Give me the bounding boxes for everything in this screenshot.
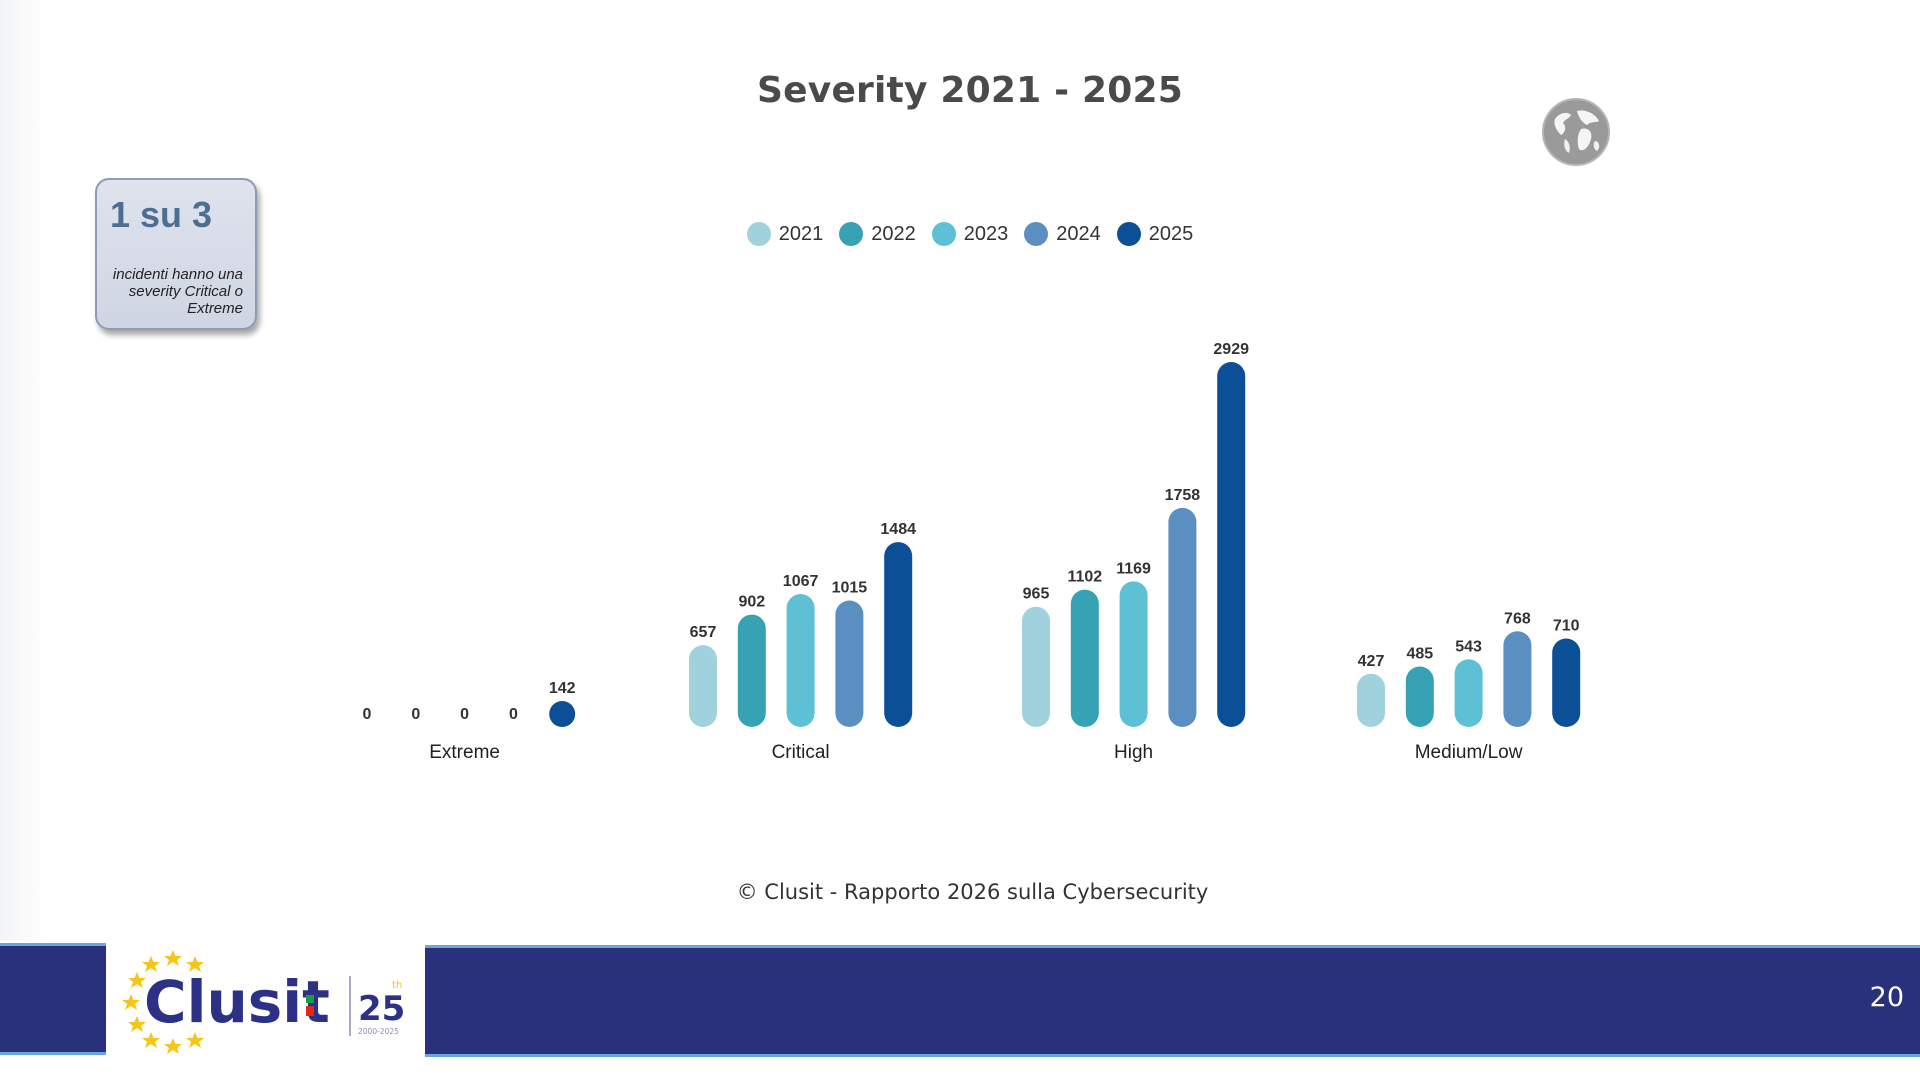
footer-left-block	[0, 943, 106, 1055]
legend-label: 2023	[963, 222, 1009, 245]
legend-item-2021: 2021	[746, 222, 824, 246]
callout-text: incidenti hanno una severity Critical o …	[112, 266, 243, 317]
bar	[1022, 606, 1050, 727]
bar	[737, 614, 766, 727]
data-label: 768	[1504, 610, 1531, 627]
bar	[689, 645, 717, 727]
bar-group-critical: 657 902 1067 1015 1484 Critical	[689, 521, 916, 763]
bar	[1217, 362, 1246, 727]
data-label: 1067	[783, 573, 819, 590]
logo-years: 2000-2025	[358, 1027, 399, 1036]
chart-legend: 2021 2022 2023 2024 2025	[0, 222, 1920, 246]
bar	[549, 701, 576, 727]
data-label: 902	[738, 594, 765, 611]
data-label: 657	[690, 624, 717, 641]
bar-group-extreme: 0 0 0 0 142 Extreme	[363, 680, 576, 763]
clusit-logo: Clusit 25 th 2000-2025	[122, 950, 405, 1054]
chart-title: Severity 2021 - 2025	[757, 70, 1183, 111]
bar	[1357, 673, 1385, 727]
bar-group-high: 965 1102 1169 1758 2929 High	[1022, 341, 1249, 763]
legend-item-2025: 2025	[1116, 222, 1194, 246]
legend-item-2024: 2024	[1024, 222, 1101, 246]
legend-swatch	[1116, 222, 1141, 246]
legend-swatch	[746, 222, 771, 246]
data-label: 0	[363, 706, 372, 723]
data-label: 1102	[1067, 569, 1102, 586]
data-label: 485	[1406, 646, 1433, 663]
footer-bar: 20	[425, 945, 1920, 1057]
bar	[1070, 589, 1099, 727]
stat-callout: 1 su 3 incidenti hanno una severity Crit…	[95, 178, 257, 330]
legend-item-2023: 2023	[931, 222, 1009, 246]
bar	[1454, 659, 1483, 727]
bar	[1503, 631, 1532, 727]
slide-edge-shade	[0, 0, 48, 940]
bar	[1168, 507, 1197, 727]
legend-swatch	[931, 222, 956, 246]
category-label: High	[1114, 742, 1153, 763]
category-label: Medium/Low	[1415, 742, 1523, 763]
logo-suffix: th	[392, 980, 402, 991]
severity-bar-chart: 0 0 0 0 142 Extreme 657 902 1067 1015 1484 Critical…	[363, 341, 1581, 763]
legend-label: 2025	[1148, 222, 1194, 245]
logo-anniversary: 25	[358, 989, 405, 1029]
data-label: 0	[509, 706, 518, 723]
data-label: 1015	[832, 580, 868, 597]
data-label: 710	[1553, 618, 1580, 635]
bar-group-medium-low: 427 485 543 768 710 Medium/Low	[1357, 610, 1581, 763]
bar	[884, 542, 913, 727]
callout-headline: 1 su 3	[110, 194, 213, 235]
data-label: 0	[411, 706, 420, 723]
category-label: Extreme	[429, 742, 500, 763]
data-label: 427	[1358, 653, 1385, 670]
data-label: 0	[460, 706, 469, 723]
copyright-text: © Clusit - Rapporto 2026 sulla Cybersecu…	[736, 880, 1209, 904]
data-label: 965	[1023, 586, 1050, 603]
legend-label: 2022	[871, 222, 916, 245]
data-label: 142	[549, 680, 576, 697]
legend-item-2022: 2022	[839, 222, 916, 246]
globe-icon	[1542, 98, 1610, 166]
page-number: 20	[1869, 982, 1904, 1013]
data-label: 2929	[1213, 341, 1249, 358]
eu-stars	[122, 950, 204, 1054]
bar	[1552, 638, 1581, 727]
data-label: 1758	[1165, 487, 1201, 504]
legend-swatch	[1024, 222, 1049, 246]
data-label: 543	[1455, 638, 1482, 655]
bar	[1119, 581, 1148, 727]
data-label: 1169	[1116, 560, 1151, 577]
logo-brand: Clusit	[144, 968, 330, 1036]
bar	[786, 594, 815, 727]
data-label: 1484	[880, 521, 916, 538]
legend-swatch	[839, 222, 864, 246]
legend-label: 2024	[1056, 222, 1101, 245]
legend-label: 2021	[778, 222, 824, 245]
category-label: Critical	[772, 742, 830, 763]
bar	[835, 600, 864, 727]
bar	[1405, 666, 1434, 727]
